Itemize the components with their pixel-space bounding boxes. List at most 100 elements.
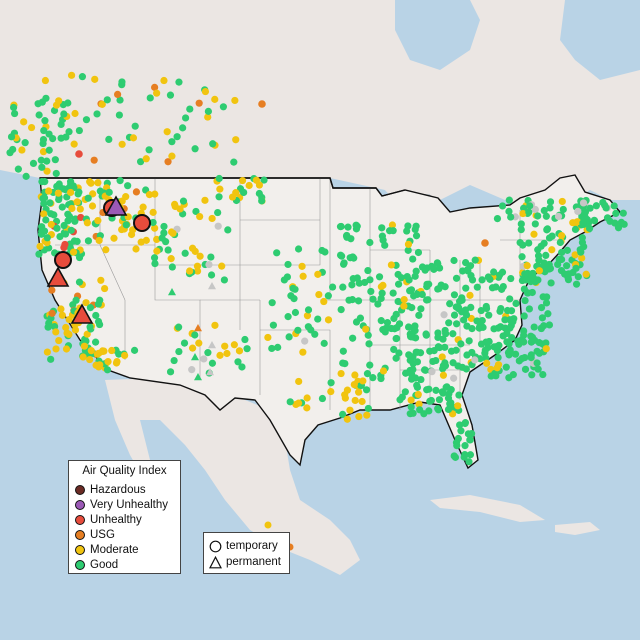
monitor-marker: [102, 246, 110, 254]
monitor-marker: [214, 222, 222, 230]
monitor-marker: [220, 276, 229, 284]
monitor-marker: [98, 100, 106, 108]
monitor-marker: [411, 322, 419, 330]
monitor-marker: [166, 368, 175, 376]
monitor-marker: [522, 276, 530, 284]
monitor-marker: [46, 199, 54, 207]
monitor-marker: [413, 381, 421, 389]
monitor-marker: [11, 109, 19, 118]
monitor-marker: [39, 148, 48, 156]
monitor-marker: [139, 203, 147, 211]
monitor-marker: [527, 354, 535, 362]
monitor-marker: [581, 214, 589, 222]
monitor-marker: [458, 308, 466, 316]
monitor-marker: [204, 107, 212, 115]
monitor-marker: [269, 321, 278, 329]
monitor-marker: [390, 345, 398, 354]
monitor-marker: [367, 287, 375, 296]
monitor-marker: [364, 266, 372, 275]
monitor-marker: [401, 388, 409, 396]
monitor-marker: [294, 326, 302, 334]
monitor-marker: [461, 419, 469, 427]
monitor-marker: [97, 276, 105, 284]
monitor-marker: [103, 366, 112, 374]
monitor-marker: [43, 167, 51, 175]
monitor-marker: [346, 254, 354, 262]
monitor-marker: [298, 262, 306, 270]
monitor-marker: [395, 349, 403, 357]
monitor-marker: [349, 334, 357, 342]
monitor-marker: [321, 248, 329, 256]
monitor-marker: [485, 311, 493, 319]
monitor-marker: [133, 214, 151, 232]
monitor-marker: [70, 303, 94, 324]
monitor-marker: [506, 346, 514, 354]
monitor-marker: [512, 299, 520, 308]
canada-landmass: [0, 0, 640, 215]
monitor-marker: [494, 353, 502, 362]
monitor-marker: [420, 366, 429, 374]
monitor-marker: [260, 176, 268, 184]
monitor-marker: [208, 214, 216, 223]
monitor-marker: [464, 265, 472, 274]
monitor-marker: [142, 236, 150, 244]
monitor-marker: [52, 345, 60, 353]
monitor-marker: [498, 202, 507, 210]
monitor-marker: [201, 196, 209, 204]
monitor-marker: [73, 237, 81, 245]
monitor-marker: [558, 232, 566, 240]
monitor-marker: [122, 221, 130, 229]
monitor-marker: [509, 318, 517, 326]
monitor-marker: [481, 239, 489, 247]
monitor-marker: [454, 402, 462, 410]
monitor-marker: [48, 309, 56, 317]
monitor-marker: [160, 76, 168, 85]
monitor-marker: [192, 207, 200, 216]
monitor-marker: [118, 78, 126, 86]
monitor-marker: [46, 266, 70, 287]
monitor-marker: [191, 145, 199, 153]
monitor-marker: [435, 396, 444, 404]
monitor-marker: [582, 270, 590, 278]
legend-label: Moderate: [90, 544, 139, 556]
monitor-marker: [420, 410, 428, 418]
monitor-marker: [585, 224, 594, 232]
monitor-marker: [84, 194, 92, 202]
monitor-marker: [121, 351, 129, 360]
monitor-marker: [462, 284, 470, 292]
monitor-marker: [58, 203, 66, 211]
monitor-marker: [518, 253, 526, 261]
monitor-marker: [546, 198, 555, 206]
monitor-marker: [40, 210, 48, 218]
monitor-marker: [167, 255, 175, 263]
monitor-marker: [619, 209, 627, 217]
aqi-legend: Air Quality Index Hazardous Very Unhealt…: [68, 460, 181, 574]
monitor-marker: [508, 334, 516, 342]
monitor-marker: [574, 207, 582, 216]
monitor-marker: [521, 270, 529, 278]
monitor-marker: [571, 251, 579, 259]
monitor-marker: [355, 388, 363, 396]
monitor-marker: [439, 371, 448, 379]
monitor-marker: [230, 158, 238, 166]
monitor-marker: [238, 363, 246, 371]
monitor-marker: [450, 374, 458, 382]
monitor-marker: [168, 263, 176, 271]
monitor-marker: [518, 354, 526, 363]
monitor-marker: [86, 355, 94, 364]
monitor-marker: [211, 321, 219, 329]
monitor-marker: [442, 330, 450, 338]
monitor-marker: [545, 321, 554, 329]
monitor-marker: [48, 286, 56, 294]
monitor-marker: [542, 251, 550, 259]
monitor-marker: [104, 195, 128, 216]
monitor-marker: [47, 355, 55, 363]
monitor-marker: [434, 405, 442, 413]
monitor-marker: [392, 310, 400, 319]
monitor-marker: [55, 336, 63, 345]
monitor-marker: [90, 156, 98, 164]
monitor-marker: [39, 194, 47, 203]
monitor-marker: [450, 256, 458, 265]
monitor-marker: [412, 267, 420, 275]
hispaniola-island: [555, 522, 600, 535]
